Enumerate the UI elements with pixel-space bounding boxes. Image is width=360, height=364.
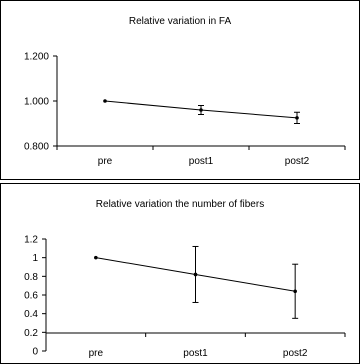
y-tick-label: 0.6: [24, 291, 38, 302]
y-tick-label: 0.4: [24, 309, 38, 320]
chart-fa: Relative variation in FA 0.800 1.000 1.200…: [24, 16, 346, 167]
y-tick-label: 1: [32, 253, 38, 264]
x-tick-label: pre: [98, 156, 113, 167]
data-point: [94, 255, 98, 260]
chart-panel-fa: Relative variation in FA 0.800 1.000 1.200…: [0, 0, 360, 180]
chart-panel-fibers: Relative variation the number of fibers …: [0, 183, 360, 364]
y-tick-label: 0.2: [24, 328, 38, 339]
data-point: [199, 108, 203, 112]
x-tick-label: post2: [283, 348, 308, 359]
chart-fibers: Relative variation the number of fibers …: [24, 199, 346, 359]
x-tick-label: post1: [189, 156, 214, 167]
y-tick-label: 1.2: [24, 235, 38, 246]
x-tick-label: post1: [183, 348, 208, 359]
y-tick-label: 1.000: [24, 97, 49, 108]
y-tick-label: 0.800: [24, 142, 49, 153]
y-tick-label: 0: [32, 347, 38, 358]
chart-title: Relative variation the number of fibers: [96, 199, 264, 210]
x-tick-label: post2: [285, 156, 310, 167]
chart-title: Relative variation in FA: [129, 16, 232, 27]
data-point: [193, 272, 198, 277]
data-point: [103, 99, 107, 103]
y-tick-label: 0.8: [24, 272, 38, 283]
data-point: [295, 116, 299, 120]
x-tick-label: pre: [89, 348, 104, 359]
y-tick-label: 1.200: [24, 52, 49, 63]
data-point: [293, 289, 297, 294]
